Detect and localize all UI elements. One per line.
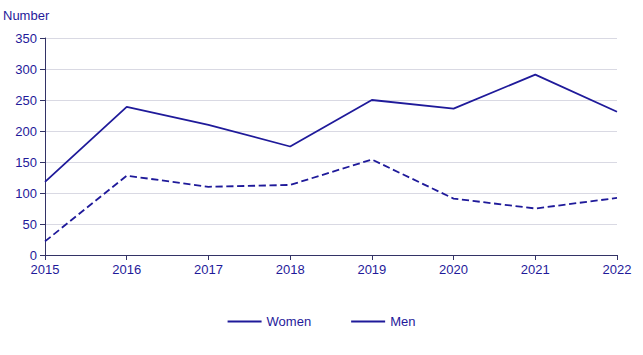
svg-text:50: 50	[23, 217, 37, 232]
svg-text:250: 250	[15, 93, 37, 108]
svg-text:2017: 2017	[194, 262, 223, 277]
svg-text:2022: 2022	[603, 262, 632, 277]
svg-text:Number: Number	[3, 8, 50, 23]
svg-text:100: 100	[15, 186, 37, 201]
svg-text:2019: 2019	[357, 262, 386, 277]
svg-text:2015: 2015	[31, 262, 60, 277]
svg-text:350: 350	[15, 31, 37, 46]
svg-text:2021: 2021	[521, 262, 550, 277]
svg-text:2018: 2018	[276, 262, 305, 277]
svg-text:Women: Women	[267, 314, 312, 329]
svg-text:Men: Men	[390, 314, 415, 329]
svg-text:2016: 2016	[112, 262, 141, 277]
svg-text:300: 300	[15, 62, 37, 77]
svg-text:0: 0	[30, 248, 37, 263]
svg-text:150: 150	[15, 155, 37, 170]
svg-text:200: 200	[15, 124, 37, 139]
svg-text:2020: 2020	[439, 262, 468, 277]
